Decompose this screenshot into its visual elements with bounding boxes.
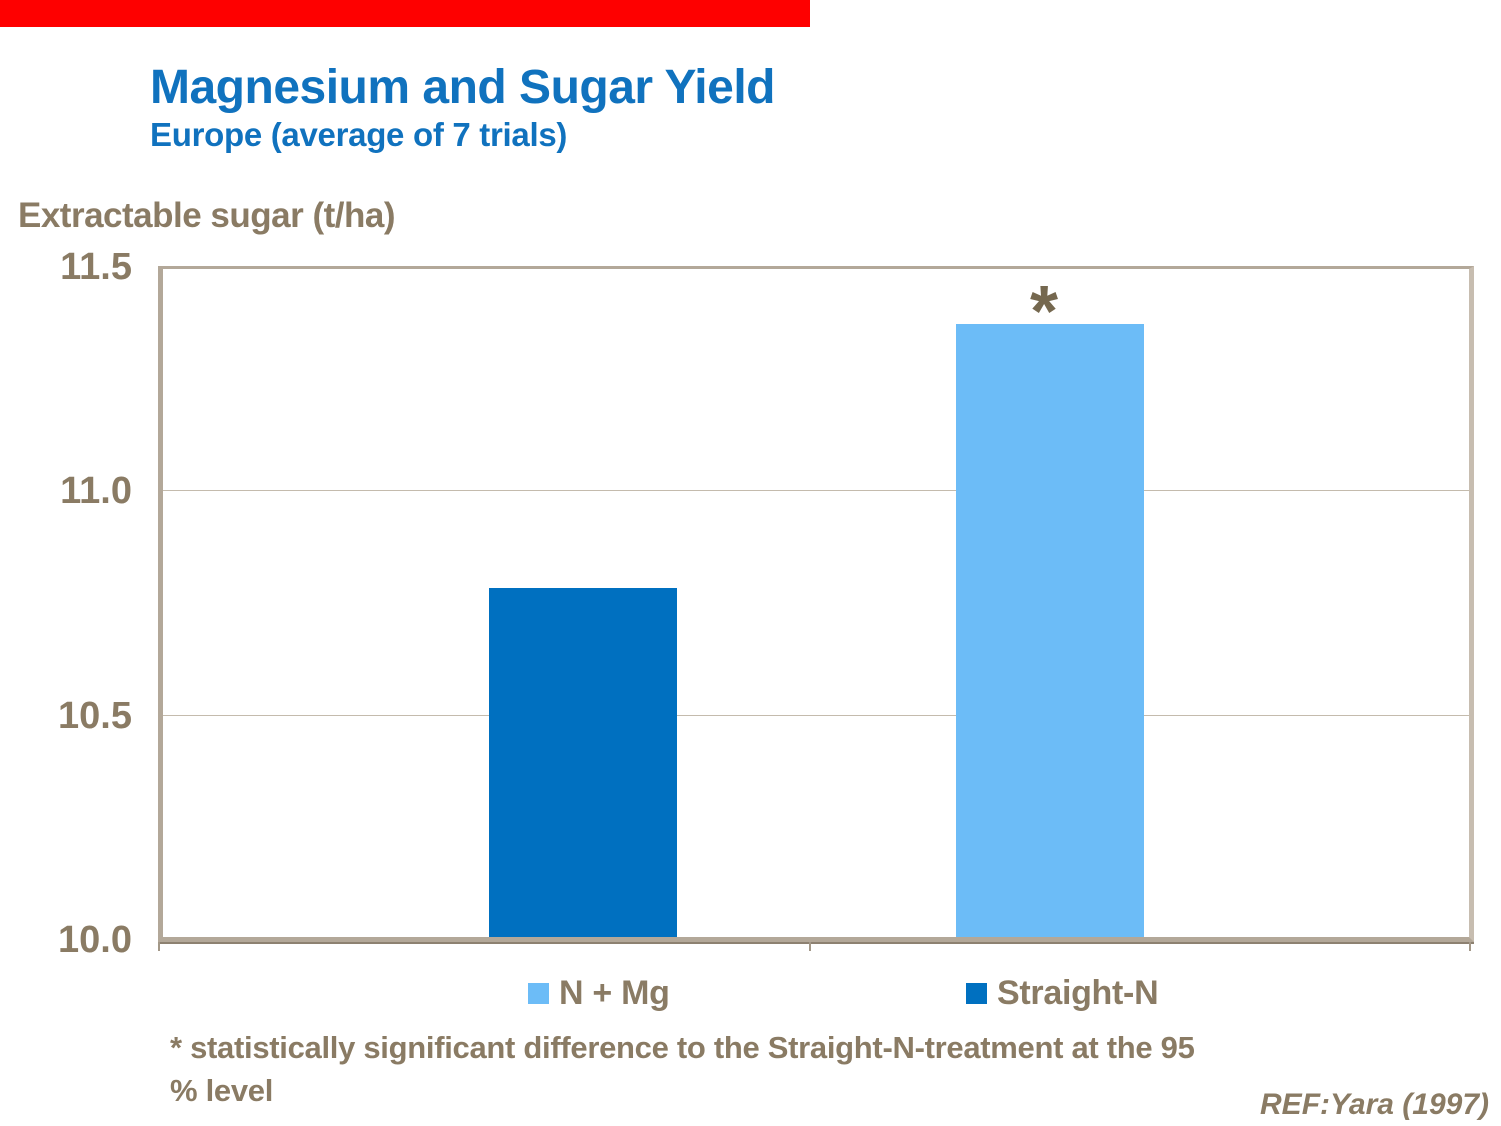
legend-swatch	[966, 982, 987, 1004]
legend-item: N + Mg	[528, 972, 670, 1014]
chart-bar	[956, 324, 1144, 937]
y-tick-label: 11.0	[60, 470, 132, 512]
legend-label: Straight-N	[997, 973, 1159, 1012]
legend-swatch	[528, 982, 549, 1004]
x-axis-line	[158, 942, 1474, 944]
gridline-10.5	[163, 715, 1469, 716]
chart-bar	[489, 588, 677, 937]
x-axis-tick	[809, 942, 811, 951]
y-tick-label: 10.0	[58, 919, 132, 961]
footnote-line-2: % level	[170, 1073, 274, 1108]
gridline-11.0	[163, 490, 1469, 491]
chart-subtitle: Europe (average of 7 trials)	[150, 116, 568, 153]
legend-item: Straight-N	[966, 972, 1159, 1014]
footnote-line-1: * statistically significant difference t…	[170, 1030, 1195, 1065]
footnote: * statistically significant difference t…	[170, 1026, 1480, 1112]
y-axis-title: Extractable sugar (t/ha)	[18, 196, 396, 235]
y-tick-label: 10.5	[58, 695, 132, 737]
x-axis-tick	[1469, 942, 1471, 951]
x-axis-tick	[158, 942, 160, 951]
top-red-bar	[0, 0, 810, 27]
reference-text: REF:Yara (1997)	[1260, 1088, 1489, 1121]
chart-title: Magnesium and Sugar Yield	[150, 61, 775, 114]
y-tick-label: 11.5	[60, 246, 132, 288]
plot-area	[158, 266, 1474, 942]
legend-label: N + Mg	[559, 973, 670, 1012]
significance-asterisk: *	[1029, 272, 1059, 352]
